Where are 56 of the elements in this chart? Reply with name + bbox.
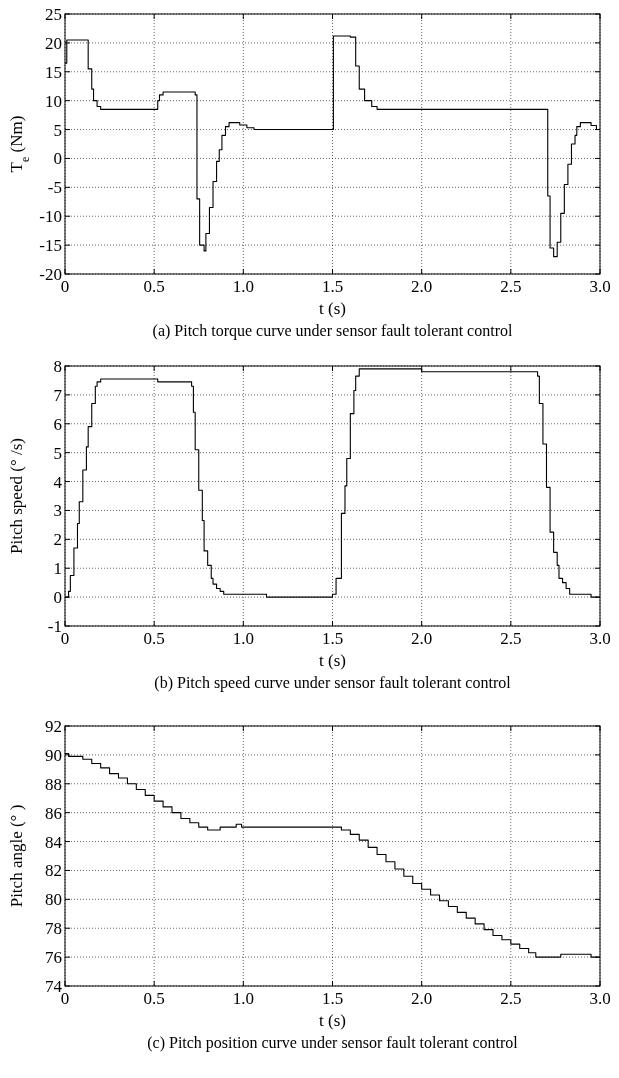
y-axis-title: Pitch angle (° ) [7, 804, 26, 908]
text: (a) Pitch torque curve under sensor fault tolerant control [152, 322, 513, 340]
y-tick-label: -15 [39, 236, 62, 256]
y-tick-label: 92 [45, 717, 62, 736]
y-tick-label: -20 [39, 265, 62, 284]
text: (c) Pitch position curve under sensor fault tolerant control [147, 1034, 519, 1052]
y-tick-label: 76 [45, 948, 62, 968]
x-tick-label: 2.5 [500, 629, 522, 648]
y-tick-label: 2 [53, 530, 62, 550]
y-tick-label: -1 [47, 617, 62, 636]
y-tick-label: 7 [53, 385, 63, 405]
x-axis-title: t (s) [319, 299, 346, 318]
x-tick-label: 2.0 [411, 989, 433, 1008]
y-tick-label: 90 [45, 745, 62, 765]
y-tick-label: 0 [53, 588, 62, 608]
y-tick-label: 80 [45, 890, 62, 910]
x-tick-label: 1.0 [232, 629, 254, 648]
x-tick-label: 3.0 [589, 989, 611, 1008]
x-tick-label: 1.0 [232, 277, 254, 296]
x-tick-label: 3.0 [589, 629, 611, 648]
x-tick-label: 2.5 [500, 277, 522, 296]
y-tick-label: 5 [53, 443, 62, 463]
y-tick-label: 3 [53, 501, 62, 521]
x-tick-label: 0.5 [143, 989, 165, 1008]
y-tick-label: 0 [53, 149, 62, 169]
x-tick-label: 1.5 [321, 277, 344, 296]
y-tick-label: 4 [53, 472, 63, 492]
x-axis-title: t (s) [319, 1011, 346, 1030]
y-tick-label: 10 [45, 91, 62, 111]
x-tick-label: 1.5 [321, 629, 344, 648]
y-tick-label: 86 [45, 803, 62, 823]
y-tick-label: 84 [45, 832, 63, 852]
y-tick-label: 6 [53, 414, 62, 434]
x-tick-label: 0.5 [143, 277, 165, 296]
y-tick-label: -5 [47, 178, 62, 198]
x-tick-label: 1.5 [321, 989, 344, 1008]
y-tick-label: -10 [39, 207, 62, 227]
x-tick-label: 2.0 [411, 277, 433, 296]
y-tick-label: 88 [45, 774, 62, 794]
y-tick-label: 20 [45, 33, 62, 53]
y-tick-label: 25 [45, 5, 62, 24]
x-tick-label: 2.0 [411, 629, 433, 648]
y-tick-label: 82 [45, 861, 62, 881]
x-tick-label: 2.5 [500, 989, 522, 1008]
y-tick-label: 8 [53, 357, 62, 376]
x-tick-label: 0.5 [143, 629, 165, 648]
y-axis-title: Pitch speed (° /s) [7, 438, 26, 554]
x-tick-label: 1.0 [232, 989, 254, 1008]
text: (b) Pitch speed curve under sensor fault tolerant control [154, 674, 512, 692]
x-tick-label: 3.0 [589, 277, 611, 296]
y-tick-label: 15 [45, 62, 62, 82]
y-tick-label: 1 [53, 559, 62, 579]
y-tick-label: 74 [45, 977, 63, 996]
y-tick-label: 78 [45, 919, 62, 939]
y-tick-label: 5 [53, 120, 62, 140]
x-axis-title: t (s) [319, 651, 346, 670]
